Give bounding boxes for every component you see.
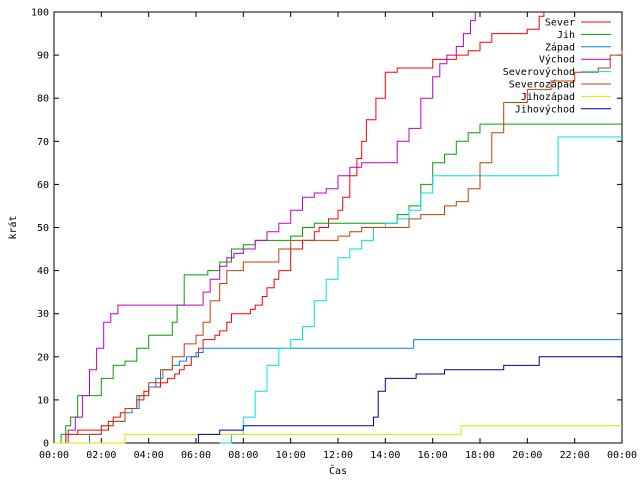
y-tick-label: 20 [37,352,49,363]
y-tick-label: 100 [31,8,49,19]
y-axis-label: krát [7,215,19,239]
series-line-1 [56,123,622,444]
y-tick-label: 80 [37,94,49,105]
legend-label: Severozápad [509,79,575,91]
y-tick-label: 70 [37,137,49,148]
legend-label: Sever [545,18,575,29]
x-tick-label: 00:00 [607,450,637,461]
x-tick-label: 12:00 [323,450,353,461]
series-line-5 [58,50,623,444]
series-line-2 [77,339,622,444]
x-tick-label: 18:00 [465,450,495,461]
x-tick-label: 04:00 [134,450,164,461]
axes: 0 10 20 30 40 50 60 70 80 90 100 00:00 02:00 04:00 06:… [31,8,637,462]
y-tick-label: 90 [37,51,49,62]
x-tick-label: 02:00 [86,450,116,461]
legend-label: Severovýchod [503,66,575,78]
x-tick-label: 00:00 [39,450,69,461]
legend-label: Jih [557,30,575,41]
y-tick-label: 60 [37,180,49,191]
x-tick-label: 14:00 [370,450,400,461]
y-tick-label: 40 [37,266,49,277]
x-tick-label: 20:00 [512,450,542,461]
legend-label: Východ [539,54,575,66]
series-line-0 [63,12,545,444]
series-line-7 [196,356,622,444]
x-axis-label: Čas [329,464,347,477]
y-tick-label: 10 [37,395,49,406]
y-tick-label: 0 [43,439,49,450]
x-tick-label: 06:00 [181,450,211,461]
series-lines [54,12,623,444]
x-tick-label: 10:00 [276,450,306,461]
legend-label: Jihozápad [521,91,575,103]
series-line-4 [219,136,622,444]
legend: SeverJihZápadVýchodSeverovýchodSeverozáp… [503,18,611,115]
legend-label: Západ [545,41,575,53]
x-tick-label: 08:00 [228,450,258,461]
series-line-6 [54,425,622,444]
series-line-3 [61,12,476,444]
legend-label: Jihovýchod [515,103,575,115]
x-tick-label: 16:00 [418,450,448,461]
y-tick-label: 50 [37,223,49,234]
x-tick-label: 22:00 [560,450,590,461]
y-tick-label: 30 [37,309,49,320]
